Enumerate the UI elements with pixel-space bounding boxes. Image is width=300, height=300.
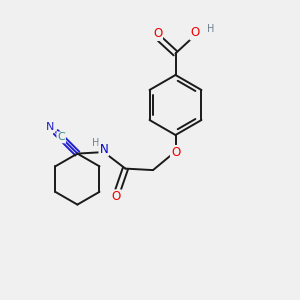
Text: O: O	[190, 26, 200, 40]
Text: O: O	[112, 190, 121, 203]
Text: O: O	[153, 27, 162, 40]
Text: N: N	[46, 122, 55, 132]
Text: O: O	[171, 146, 180, 159]
Text: H: H	[92, 138, 99, 148]
Text: H: H	[207, 24, 214, 34]
Text: N: N	[99, 142, 108, 156]
Text: C: C	[57, 132, 65, 142]
